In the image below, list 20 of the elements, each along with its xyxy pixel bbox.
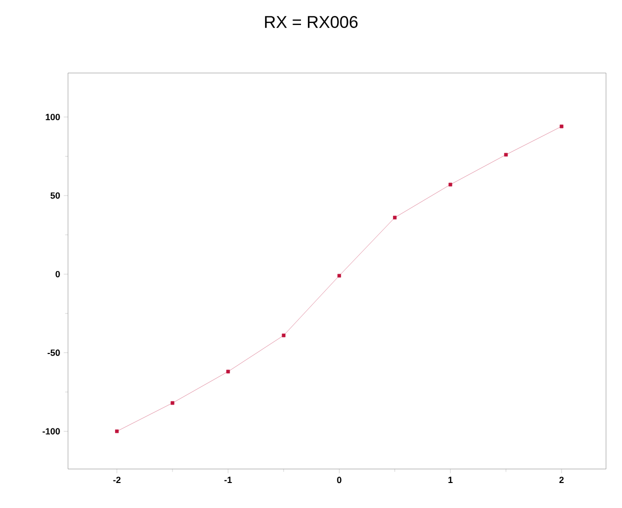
x-tick-label: 1 (448, 476, 453, 483)
point (170, 401, 174, 405)
y-tick-label: 100 (46, 114, 60, 120)
point (115, 429, 119, 434)
point (393, 216, 397, 220)
point (448, 182, 452, 186)
y-tick-label: -50 (48, 350, 60, 356)
point (560, 124, 564, 128)
x-tick-label: -1 (224, 476, 232, 483)
point (504, 152, 508, 157)
x-tick-label: 0 (337, 476, 342, 484)
y-tick-label: 50 (50, 192, 60, 199)
point (282, 334, 286, 338)
x-tick-label: 2 (559, 476, 564, 484)
point (226, 370, 230, 374)
chart-title: RX = RX006 (265, 16, 358, 28)
x-tick-label: -2 (113, 476, 121, 484)
point (337, 274, 342, 278)
y-tick-label: -100 (42, 428, 60, 434)
y-tick-label: 0 (56, 270, 60, 278)
